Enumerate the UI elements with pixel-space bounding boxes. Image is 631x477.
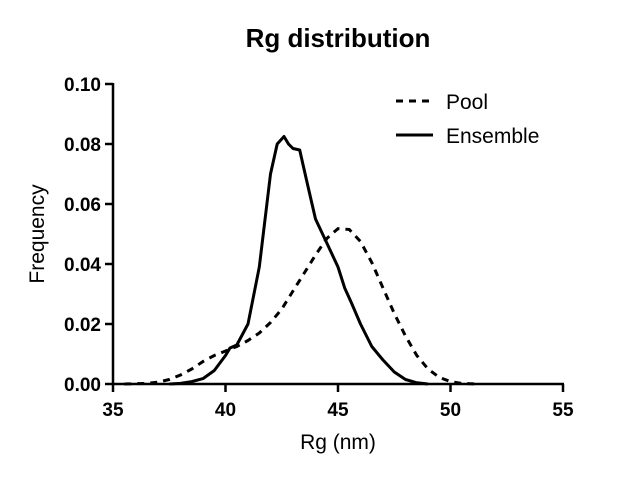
y-axis-label: Frequency	[26, 184, 49, 284]
legend-label-ensemble: Ensemble	[446, 125, 539, 148]
series-line-pool	[124, 227, 478, 386]
y-tick-label: 0.04	[64, 255, 101, 276]
y-tick-label: 0.00	[64, 375, 101, 396]
x-tick-label: 45	[327, 400, 349, 421]
x-ticks: 35 40 45 50 55	[102, 384, 574, 421]
x-tick-label: 50	[440, 400, 461, 421]
series-line-ensemble	[169, 135, 429, 386]
x-tick-label: 55	[552, 400, 574, 421]
legend-label-pool: Pool	[446, 91, 488, 114]
legend: Pool Ensemble	[396, 91, 539, 148]
x-axis-label: Rg (nm)	[300, 431, 376, 454]
chart-title: Rg distribution	[246, 23, 431, 53]
y-ticks: 0.00 0.02 0.04 0.06 0.08 0.10	[64, 75, 113, 396]
y-tick-label: 0.06	[64, 195, 101, 216]
x-tick-label: 35	[102, 400, 124, 421]
y-tick-label: 0.10	[64, 75, 101, 96]
y-tick-label: 0.02	[64, 315, 101, 336]
series-lines	[124, 135, 478, 386]
y-tick-label: 0.08	[64, 135, 101, 156]
x-tick-label: 40	[215, 400, 236, 421]
